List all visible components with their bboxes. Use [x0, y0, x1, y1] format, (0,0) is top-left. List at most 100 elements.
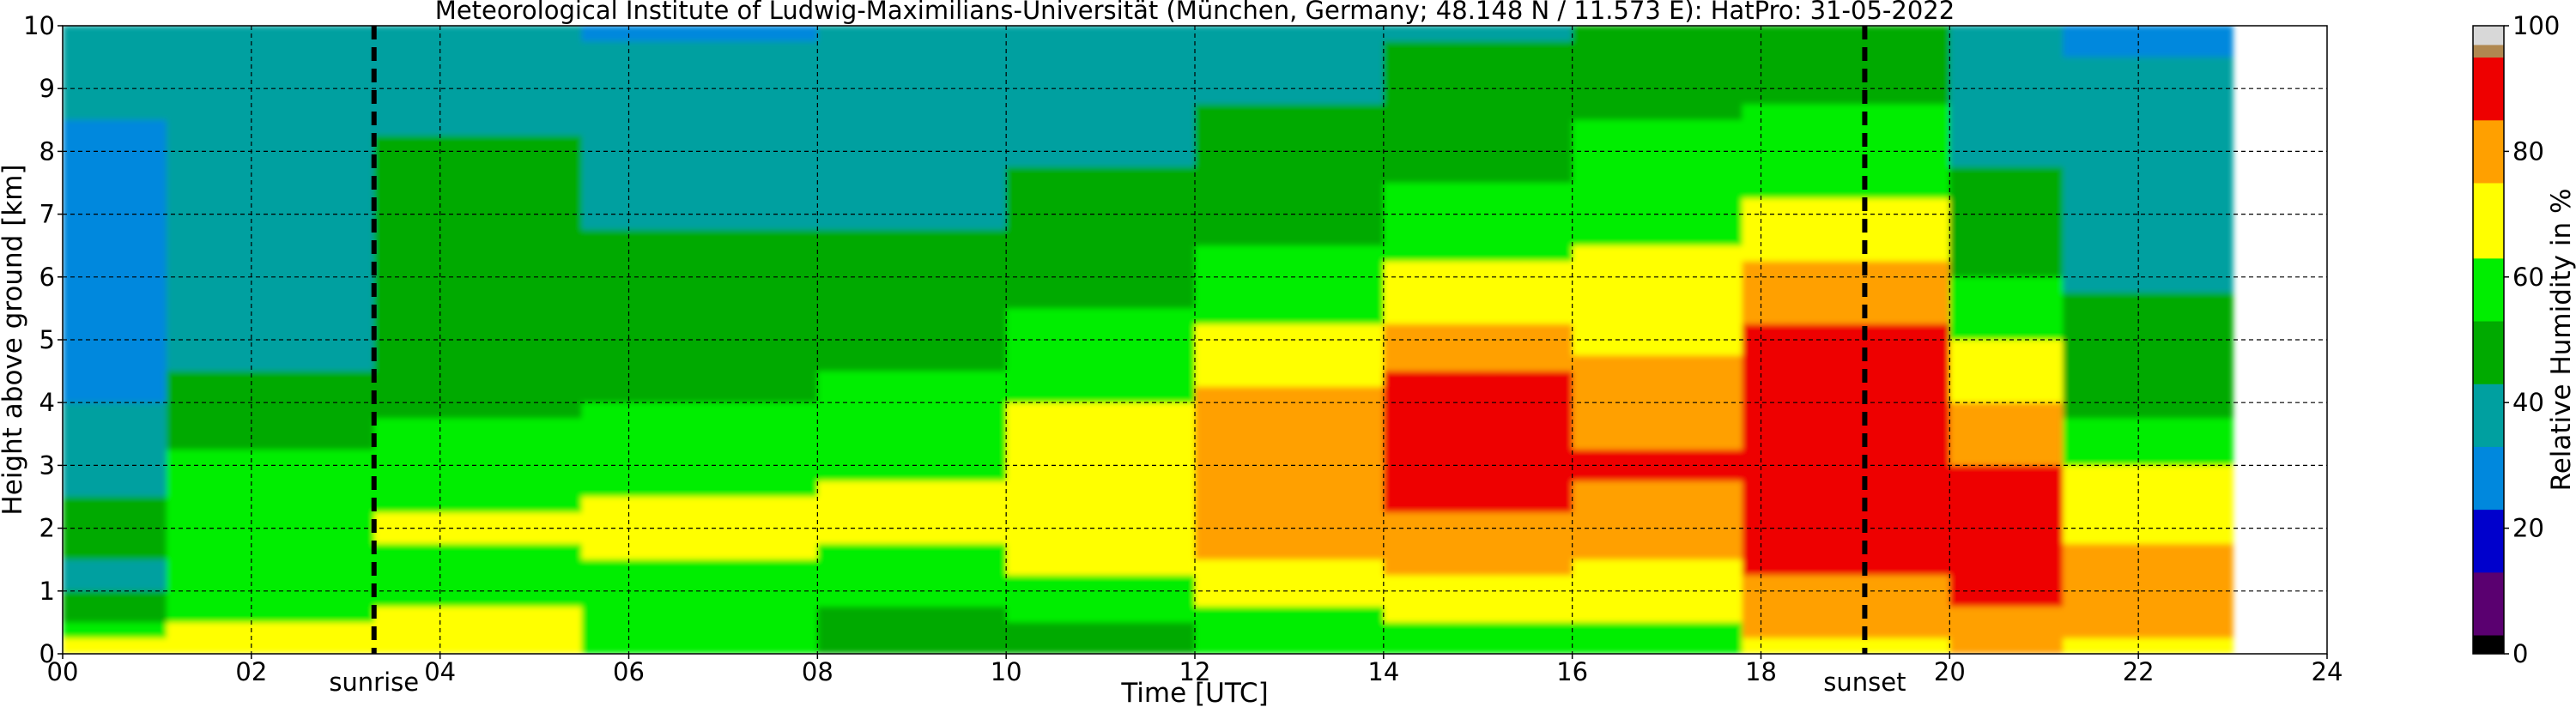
heatmap-cell — [1171, 480, 1196, 497]
heatmap-cell — [512, 166, 536, 183]
heatmap-cell — [628, 354, 653, 372]
heatmap-cell — [676, 40, 700, 57]
heatmap-cell — [1053, 323, 1078, 340]
heatmap-cell — [1972, 480, 1996, 497]
heatmap-cell — [327, 480, 352, 497]
heatmap-cell — [489, 197, 513, 215]
heatmap-cell — [189, 621, 214, 638]
heatmap-cell — [1336, 339, 1361, 356]
heatmap-cell — [912, 464, 936, 481]
heatmap-cell — [1693, 402, 1718, 419]
heatmap-cell — [1621, 40, 1646, 57]
heatmap-cell — [1148, 166, 1173, 183]
heatmap-cell — [1718, 119, 1743, 136]
heatmap-cell — [1972, 590, 1996, 607]
heatmap-cell — [1596, 323, 1621, 340]
heatmap-cell — [1312, 433, 1337, 450]
heatmap-cell — [1621, 229, 1646, 246]
heatmap-cell — [1788, 464, 1812, 481]
heatmap-cell — [2111, 307, 2137, 324]
heatmap-cell — [443, 150, 467, 167]
heatmap-cell — [1857, 88, 1882, 105]
heatmap-cell — [1336, 150, 1361, 167]
heatmap-cell — [1811, 402, 1835, 419]
heatmap-cell — [746, 496, 771, 513]
heatmap-cell — [723, 543, 748, 560]
heatmap-cell — [2087, 40, 2112, 57]
heatmap-cell — [959, 433, 984, 450]
heatmap-cell — [1811, 638, 1835, 654]
heatmap-cell — [1765, 229, 1789, 246]
heatmap-cell — [793, 574, 818, 591]
heatmap-cell — [1995, 182, 2019, 199]
heatmap-cell — [1288, 182, 1313, 199]
heatmap-cell — [1693, 480, 1718, 497]
heatmap-cell — [2208, 339, 2234, 356]
heatmap-cell — [535, 496, 560, 513]
heatmap-cell — [1360, 574, 1385, 591]
heatmap-cell — [1621, 72, 1646, 89]
heatmap-cell — [512, 433, 536, 450]
heatmap-cell — [1477, 103, 1502, 120]
heatmap-cell — [1949, 197, 1973, 215]
heatmap-cell — [1053, 638, 1078, 654]
heatmap-cell — [888, 464, 912, 481]
heatmap-cell — [1949, 543, 1973, 560]
heatmap-cell — [581, 323, 606, 340]
heatmap-cell — [605, 166, 630, 183]
heatmap-cell — [1336, 103, 1361, 120]
heatmap-cell — [982, 276, 1007, 293]
heatmap-cell — [1288, 88, 1313, 105]
heatmap-cell — [2111, 511, 2137, 529]
heatmap-cell — [558, 119, 583, 136]
heatmap-cell — [1669, 26, 1694, 42]
heatmap-cell — [88, 150, 116, 167]
heatmap-cell — [676, 574, 700, 591]
heatmap-cell — [1811, 574, 1835, 591]
heatmap-cell — [2184, 307, 2209, 324]
heatmap-cell — [2040, 621, 2064, 638]
heatmap-cell — [1029, 464, 1054, 481]
heatmap-cell — [817, 433, 842, 450]
heatmap-cell — [723, 26, 748, 42]
heatmap-cell — [1524, 606, 1549, 623]
heatmap-cell — [2087, 119, 2112, 136]
heatmap-cell — [1621, 260, 1646, 277]
heatmap-cell — [1241, 449, 1267, 466]
heatmap-cell — [1006, 182, 1031, 199]
heatmap-cell — [63, 433, 89, 450]
heatmap-cell — [212, 511, 237, 529]
heatmap-cell — [212, 166, 237, 183]
heatmap-cell — [959, 621, 984, 638]
heatmap-cell — [1669, 511, 1694, 529]
heatmap-cell — [2208, 214, 2234, 230]
heatmap-cell — [1501, 166, 1526, 183]
heatmap-cell — [2040, 57, 2064, 73]
heatmap-cell — [2184, 559, 2209, 576]
heatmap-cell — [1903, 119, 1928, 136]
heatmap-cell — [1265, 40, 1290, 57]
heatmap-cell — [959, 339, 984, 356]
heatmap-cell — [1718, 638, 1743, 654]
heatmap-cell — [166, 182, 191, 199]
colorbar-band — [2473, 257, 2504, 322]
heatmap-cell — [1148, 323, 1173, 340]
heatmap-cell — [1148, 417, 1173, 434]
x-tick-label: 10 — [991, 657, 1022, 686]
heatmap-cell — [1195, 119, 1220, 136]
heatmap-cell — [2063, 606, 2088, 623]
y-tick-label: 10 — [23, 11, 55, 40]
heatmap-cell — [605, 606, 630, 623]
heatmap-cell — [140, 166, 167, 183]
heatmap-cell — [189, 88, 214, 105]
heatmap-cell — [1811, 528, 1835, 544]
heatmap-cell — [1880, 354, 1905, 372]
heatmap-cell — [1903, 245, 1928, 262]
heatmap-cell — [1360, 496, 1385, 513]
heatmap-cell — [959, 511, 984, 529]
heatmap-cell — [466, 150, 490, 167]
heatmap-cell — [959, 528, 984, 544]
heatmap-cell — [1477, 464, 1502, 481]
heatmap-cell — [166, 307, 191, 324]
heatmap-cell — [373, 402, 398, 419]
